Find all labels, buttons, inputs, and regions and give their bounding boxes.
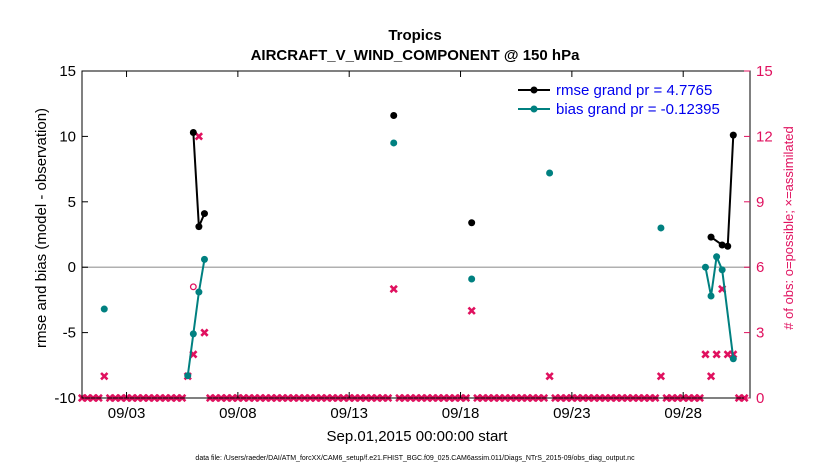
- x-tick-label: 09/13: [330, 405, 368, 422]
- rmse-point: [468, 219, 476, 227]
- y-tick-label: -10: [54, 390, 76, 407]
- rmse-series-layer: [189, 111, 737, 250]
- rmse-point: [189, 128, 197, 136]
- y2-tick-label: 0: [756, 390, 764, 407]
- legend-rmse-label: rmse grand pr = 4.7765: [556, 82, 712, 99]
- bias-point: [189, 330, 197, 338]
- rmse-point: [724, 242, 732, 250]
- legend-bias-label: bias grand pr = -0.12395: [556, 101, 720, 118]
- y-tick-label: 10: [59, 128, 76, 145]
- obs-assimilated-mark: [701, 350, 710, 359]
- bias-point: [713, 253, 721, 261]
- y2-tick-label: 9: [756, 194, 764, 211]
- obs-assimilated-mark: [100, 372, 109, 381]
- obs-assimilated-mark: [656, 372, 666, 381]
- obs-assimilated-mark: [706, 372, 716, 381]
- bias-point: [718, 266, 726, 274]
- x-tick-label: 09/03: [108, 405, 146, 422]
- bias-point: [195, 288, 203, 296]
- obs-assimilated-mark: [712, 350, 721, 359]
- bias-point: [701, 263, 709, 271]
- data-file-footnote: data file: /Users/raeder/DAI/ATM_forcXX/…: [195, 455, 635, 462]
- bias-point: [390, 139, 398, 147]
- legend-rmse-marker: [530, 86, 538, 94]
- bias-point: [468, 275, 476, 283]
- rmse-point: [729, 131, 737, 139]
- y-tick-label: 5: [68, 194, 76, 211]
- chart-subtitle: AIRCRAFT_V_WIND_COMPONENT @ 150 hPa: [251, 47, 581, 64]
- plot-frame: [81, 70, 751, 399]
- y2-tick-label: 6: [756, 259, 764, 276]
- y2-tick-label: 3: [756, 325, 764, 342]
- legend-bias-marker: [530, 105, 538, 113]
- rmse-point: [718, 241, 726, 249]
- bias-series-layer: [100, 139, 737, 380]
- y-axis-label: rmse and bias (model - observation): [33, 108, 50, 348]
- bias-line-segment: [186, 259, 206, 376]
- plot-area: [82, 71, 750, 398]
- plot-background: [82, 71, 750, 398]
- rmse-point: [707, 233, 715, 241]
- obs-assimilated-mark: [389, 284, 398, 294]
- rmse-point: [195, 223, 203, 231]
- rmse-point: [200, 210, 208, 218]
- bias-point: [184, 372, 192, 380]
- x-tick-label: 09/18: [442, 405, 480, 422]
- y-tick-label: 15: [59, 63, 76, 80]
- rmse-point: [390, 111, 398, 119]
- bias-point: [657, 224, 665, 232]
- bias-point: [100, 305, 108, 313]
- x-tick-label: 09/08: [219, 405, 257, 422]
- y2-tick-label: 15: [756, 63, 773, 80]
- legend: rmse grand pr = 4.7765 bias grand pr = -0…: [518, 82, 720, 118]
- obs-possible-mark: [189, 283, 197, 291]
- obs-assimilated-mark: [200, 328, 209, 337]
- y2-tick-label: 12: [756, 128, 773, 145]
- bias-point: [707, 292, 715, 300]
- obs-assimilated-mark: [194, 132, 204, 141]
- bias-point: [729, 355, 737, 363]
- bias-point: [546, 169, 554, 177]
- x-axis-label: Sep.01,2015 00:00:00 start: [327, 428, 509, 445]
- obs-assimilated-mark: [467, 306, 476, 315]
- chart-title: Tropics: [388, 27, 441, 44]
- bias-point: [200, 255, 208, 263]
- axes-layer: -10 -5 0 5 10 15 0 3 6 9 12 15 09/03 09/08 09/13 09/18 0…: [54, 63, 772, 422]
- y-tick-label: -5: [63, 325, 76, 342]
- y-tick-label: 0: [68, 259, 76, 276]
- obs-assimilated-mark: [545, 372, 554, 381]
- y2-axis-label: # of obs: o=possible; ×=assimilated: [781, 126, 796, 329]
- x-tick-label: 09/23: [553, 405, 591, 422]
- x-tick-label: 09/28: [664, 405, 702, 422]
